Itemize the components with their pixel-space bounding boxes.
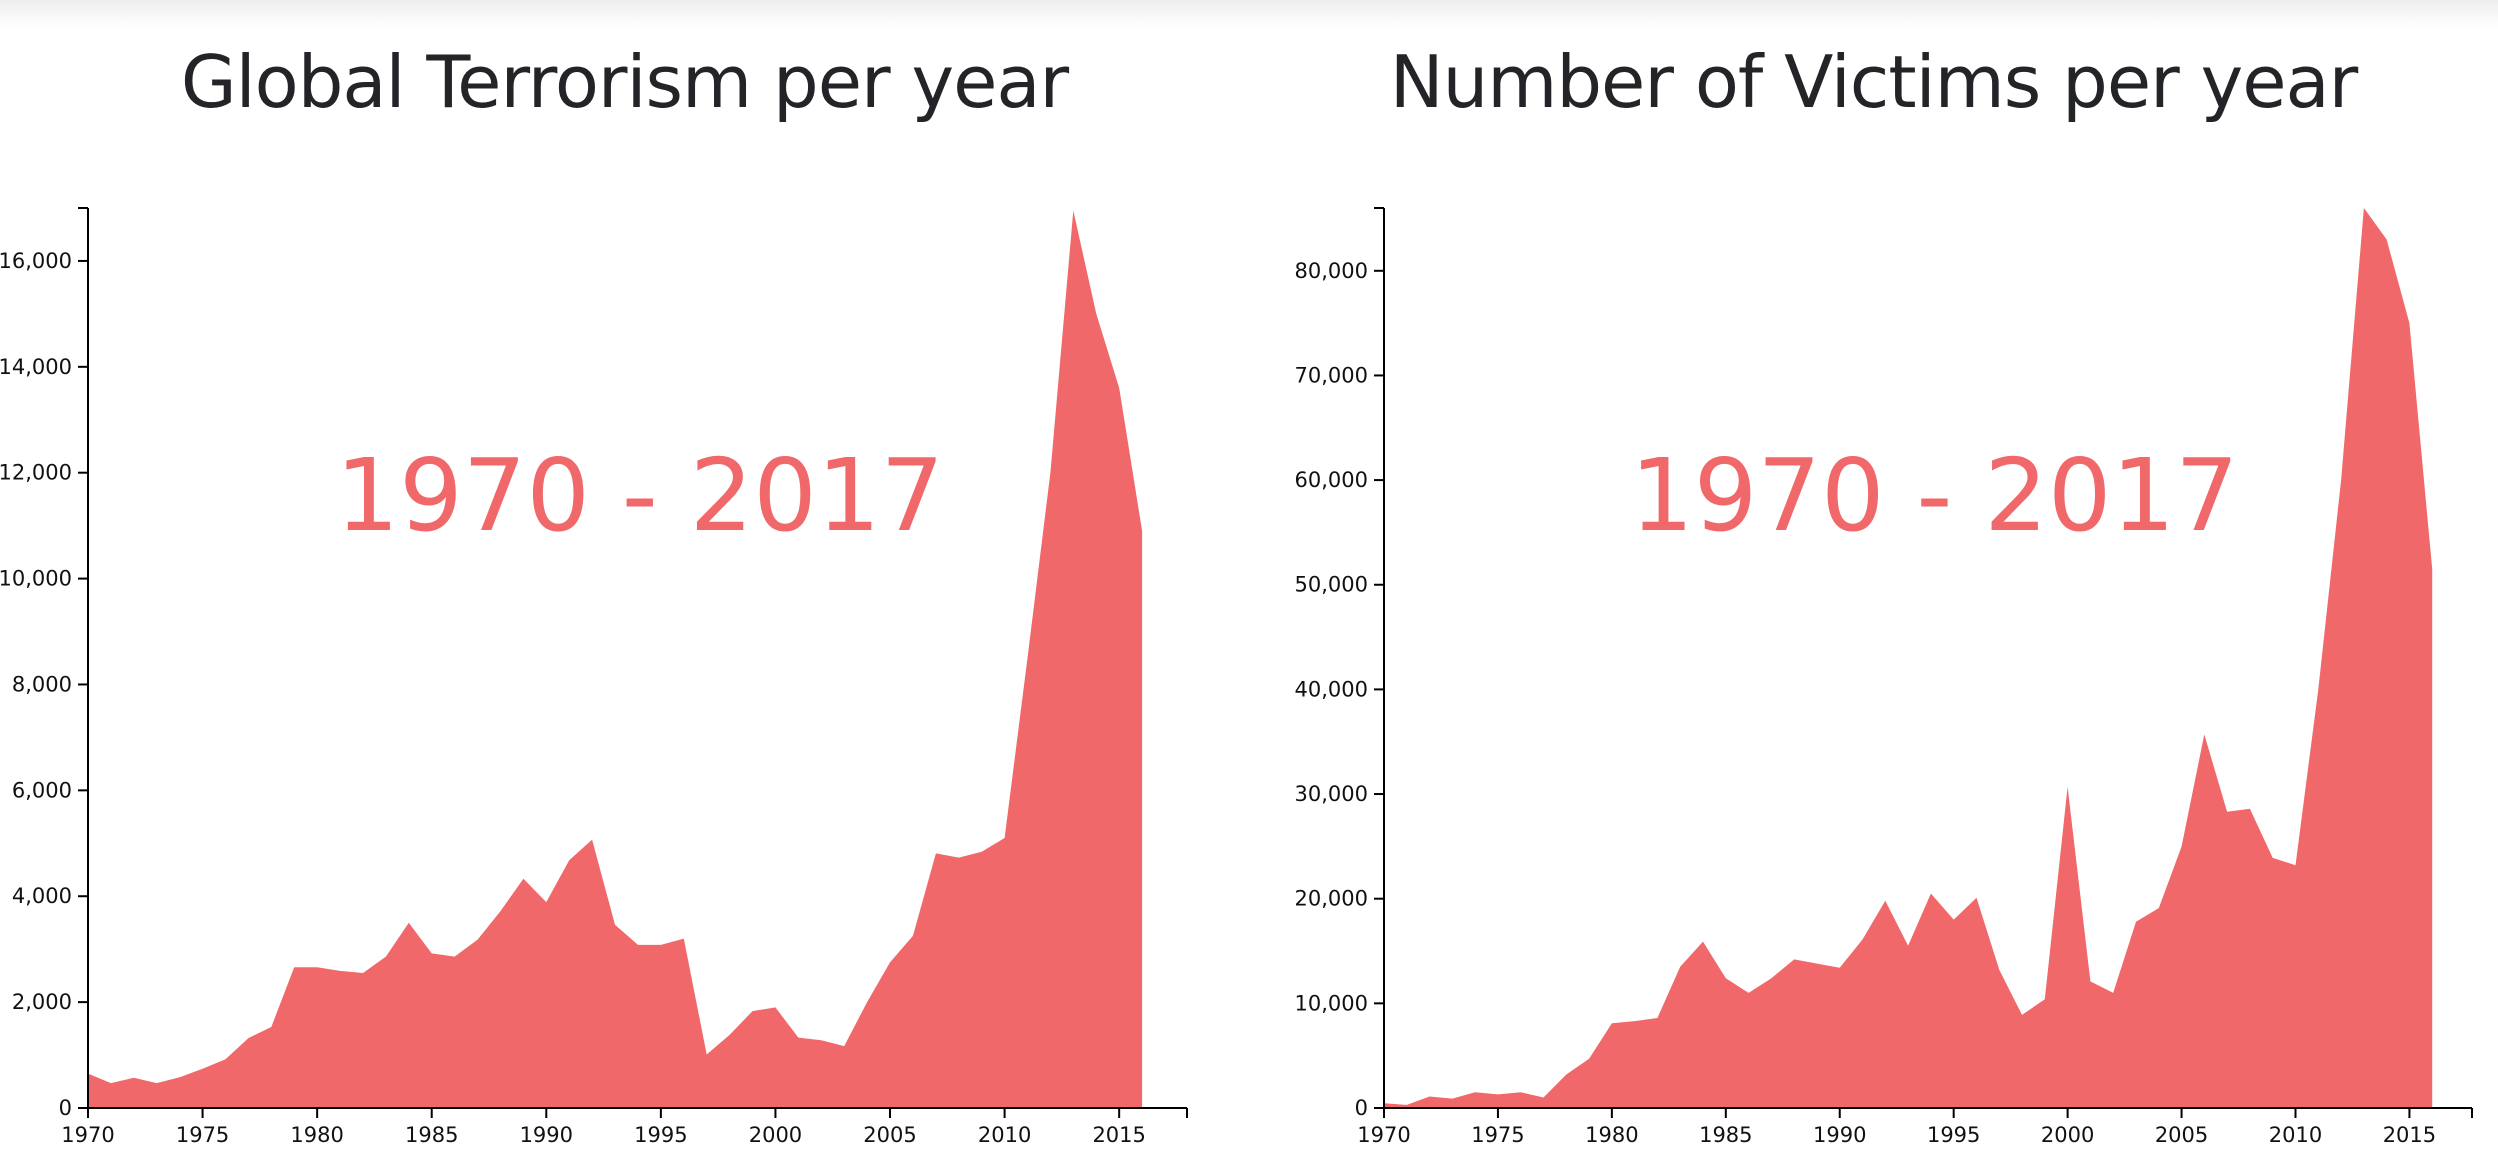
y-tick-label: 16,000	[0, 249, 72, 273]
x-tick-label: 1980	[290, 1123, 343, 1147]
y-tick-label: 10,000	[1295, 991, 1368, 1015]
x-tick-label: 1970	[1357, 1123, 1410, 1147]
y-tick-label: 4,000	[12, 884, 72, 908]
y-tick-label: 8,000	[12, 672, 72, 696]
y-tick-label: 40,000	[1295, 677, 1368, 701]
x-tick-label: 2005	[2155, 1123, 2208, 1147]
x-tick-label: 2015	[2383, 1123, 2436, 1147]
y-tick-label: 6,000	[12, 778, 72, 802]
chart-title: Global Terrorism per year	[180, 40, 1069, 124]
victims-area-chart: 1970 - 2017 0 10,000 20,000 30,000 40,000 50,0…	[1295, 207, 2473, 1147]
x-tick-label: 2010	[2269, 1123, 2322, 1147]
area-series	[88, 210, 1143, 1109]
x-tick-label: 1980	[1585, 1123, 1638, 1147]
chart-title: Number of Victims per year	[1389, 40, 2359, 124]
x-tick-label: 1995	[634, 1123, 687, 1147]
x-tick-label: 1985	[1699, 1123, 1752, 1147]
y-tick-label: 10,000	[0, 567, 72, 591]
y-tick-label: 20,000	[1295, 887, 1368, 911]
x-tick-label: 1990	[1813, 1123, 1866, 1147]
x-tick-label: 2005	[863, 1123, 916, 1147]
top-shadow-bar	[0, 0, 2498, 28]
x-tick-label: 1975	[1471, 1123, 1524, 1147]
terrorism-area-chart: 1970 - 2017 0 2,000 4,000 6,000 8,000 10,000 12…	[0, 207, 1188, 1147]
x-tick-label: 2000	[749, 1123, 802, 1147]
x-tick-label: 1970	[61, 1123, 114, 1147]
x-tick-label: 1985	[405, 1123, 458, 1147]
y-tick-label: 0	[1355, 1096, 1368, 1120]
year-range-label: 1970 - 2017	[1630, 437, 2239, 554]
y-tick-label: 80,000	[1295, 259, 1368, 283]
y-tick-label: 2,000	[12, 990, 72, 1014]
y-tick-label: 30,000	[1295, 782, 1368, 806]
victims-chart-panel: Number of Victims per year 1970 - 2017 0 1…	[1249, 0, 2498, 1172]
area-series	[1384, 208, 2433, 1108]
x-tick-label: 1990	[520, 1123, 573, 1147]
y-tick-label: 70,000	[1295, 363, 1368, 387]
y-tick-label: 0	[59, 1096, 72, 1120]
x-tick-label: 2015	[1092, 1123, 1145, 1147]
y-tick-label: 60,000	[1295, 468, 1368, 492]
y-tick-label: 50,000	[1295, 573, 1368, 597]
x-tick-label: 1975	[176, 1123, 229, 1147]
terrorism-chart-panel: Global Terrorism per year 1970 - 2017 0 2,…	[0, 40, 1188, 1147]
x-tick-label: 2000	[2041, 1123, 2094, 1147]
y-tick-label: 14,000	[0, 355, 72, 379]
x-tick-label: 1995	[1927, 1123, 1980, 1147]
y-tick-label: 12,000	[0, 461, 72, 485]
x-tick-label: 2010	[978, 1123, 1031, 1147]
year-range-label: 1970 - 2017	[335, 437, 944, 554]
